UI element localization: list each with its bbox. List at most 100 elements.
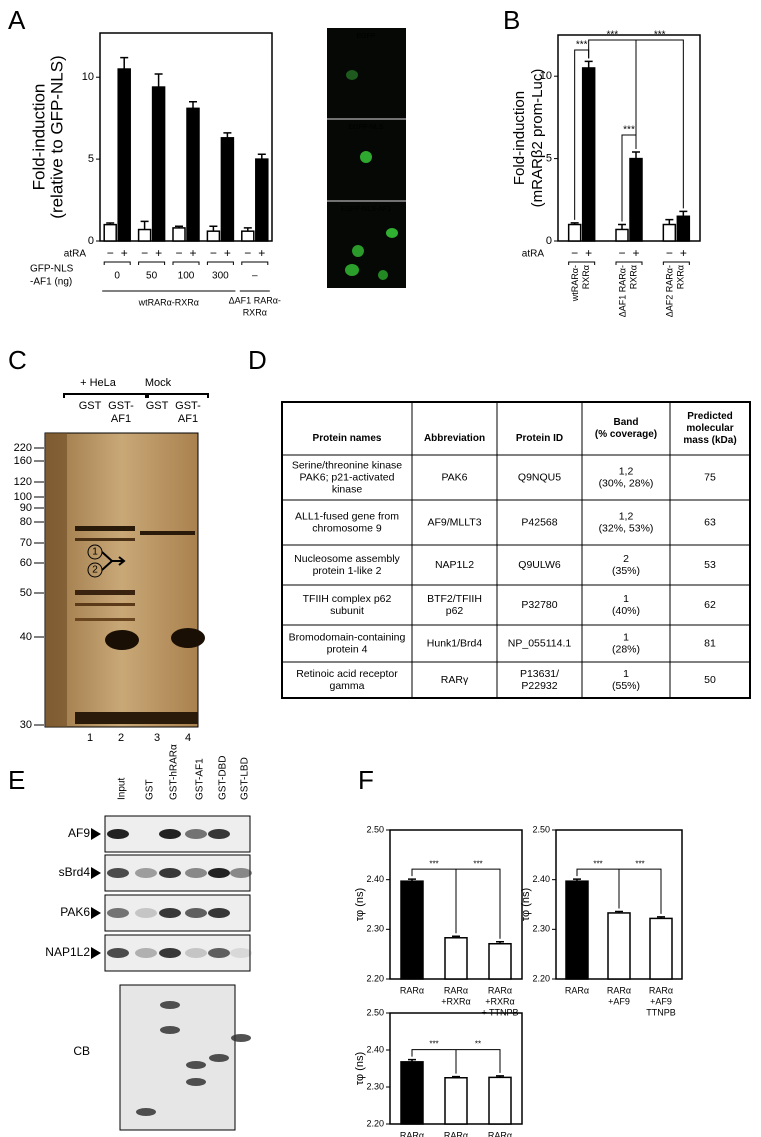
- x-tick-label: ΔAF1 RARα-: [617, 265, 627, 317]
- lane-label: GST-LBD: [240, 757, 251, 800]
- group-bracket: [241, 261, 269, 265]
- band: [75, 590, 135, 595]
- y-tick-label: 2.20: [532, 973, 550, 983]
- x-tick-label: RARα: [400, 985, 424, 995]
- nucleus: [378, 270, 388, 280]
- error-bar: [452, 1075, 460, 1078]
- table-cell: 63: [704, 516, 716, 528]
- sig-label: ***: [429, 1040, 438, 1049]
- error-bar: [140, 220, 149, 230]
- band: [75, 603, 135, 606]
- table-cell: gamma: [329, 680, 364, 692]
- cb-band: [231, 1034, 251, 1042]
- x-axis-label: GFP-NLS: [30, 264, 74, 275]
- table-cell: Hunk1/Brd4: [427, 637, 483, 649]
- treatment-sign: −: [175, 246, 182, 260]
- x-tick-label: 50: [146, 271, 158, 282]
- y-tick-label: 10: [82, 71, 94, 83]
- blot-label: AF9: [68, 826, 90, 840]
- lane-label: GST-DBD: [218, 756, 229, 800]
- cb-band: [186, 1061, 206, 1069]
- lane-label: GST: [146, 400, 169, 412]
- arrowhead: [91, 867, 101, 879]
- y-axis-label: Fold-induction: [511, 91, 528, 185]
- y-tick-label: 2.30: [366, 924, 384, 934]
- y-tick-label: 2.20: [366, 1118, 384, 1128]
- blot-label: sBrd4: [59, 865, 91, 879]
- x-tick-label: –: [252, 271, 258, 282]
- sig-bracket: [636, 39, 684, 209]
- table-cell: (32%, 53%): [599, 522, 654, 534]
- treatment-sign: −: [141, 246, 148, 260]
- treatment-sign: +: [585, 246, 592, 260]
- table-cell: 1: [623, 668, 629, 680]
- y-tick-label: 2.20: [366, 973, 384, 983]
- blot-band: [135, 868, 157, 878]
- bar: [581, 67, 596, 242]
- table-cell: TFIIH complex p62: [303, 593, 392, 605]
- bar: [151, 86, 166, 242]
- x-tick-label: RXRα: [581, 265, 591, 289]
- panel-letter: B: [503, 5, 520, 35]
- plot-frame: [99, 32, 273, 242]
- error-bar: [496, 941, 504, 944]
- y-axis-label: Fold-induction: [29, 84, 48, 191]
- bar: [607, 912, 631, 980]
- y-tick-label: 5: [546, 153, 552, 165]
- y-axis-label: τφ (ns): [354, 1052, 366, 1085]
- group-label: ΔAF1 RARα-: [229, 295, 281, 305]
- table-cell: 81: [704, 637, 716, 649]
- table-header: Protein ID: [516, 433, 563, 444]
- band: [140, 531, 195, 535]
- bar: [255, 158, 269, 242]
- table-cell: subunit: [330, 605, 364, 617]
- error-bar: [496, 1075, 504, 1078]
- table-cell: 1: [623, 631, 629, 643]
- x-tick-label: 0: [114, 271, 120, 282]
- bar: [488, 1076, 512, 1125]
- lane-label: AF1: [178, 413, 198, 425]
- table-cell: 53: [704, 559, 716, 571]
- marker-label: 50: [20, 587, 32, 599]
- bar: [172, 227, 186, 242]
- lane-label: AF1: [111, 413, 131, 425]
- blot-band: [159, 868, 181, 878]
- group-bracket: [568, 261, 596, 265]
- table-cell: P13631/: [520, 668, 559, 680]
- x-tick-label: 100: [178, 271, 195, 282]
- treatment-sign: +: [224, 246, 231, 260]
- blot-band: [185, 908, 207, 918]
- sig-label: ***: [606, 30, 618, 41]
- sig-bracket: [621, 134, 637, 222]
- blot-band: [107, 829, 129, 839]
- error-bar: [570, 222, 579, 225]
- nucleus: [352, 245, 364, 257]
- panel-letter: A: [8, 5, 26, 35]
- cb-band: [136, 1108, 156, 1116]
- x-tick-label: ΔAF2 RARα-: [665, 265, 675, 317]
- error-bar: [665, 218, 674, 225]
- table-cell: (40%): [612, 605, 640, 617]
- x-tick-label: +RXRα: [485, 996, 514, 1006]
- marker-label: 90: [20, 502, 32, 514]
- arrowhead: [91, 828, 101, 840]
- blot-band: [208, 948, 230, 958]
- micrograph-label: EGFP-NLS-AF1: [341, 206, 391, 213]
- y-tick-label: 10: [540, 70, 552, 82]
- blot-label: NAP1L2: [45, 945, 90, 959]
- sig-bracket: [576, 868, 662, 914]
- bar: [444, 937, 468, 980]
- table-cell: Q9NQU5: [518, 471, 561, 483]
- error-bar: [632, 151, 640, 159]
- x-tick-label: 300: [212, 271, 229, 282]
- bar: [488, 942, 512, 980]
- table-cell: p62: [446, 605, 464, 617]
- lane-label: Input: [117, 778, 128, 800]
- error-bar: [408, 878, 416, 882]
- x-tick-label: RARα: [444, 985, 468, 995]
- lane-number: 3: [154, 732, 160, 744]
- marker-label: 40: [20, 631, 32, 643]
- treatment-sign: +: [680, 246, 687, 260]
- bar: [117, 68, 131, 242]
- group-label: + HeLa: [80, 377, 117, 389]
